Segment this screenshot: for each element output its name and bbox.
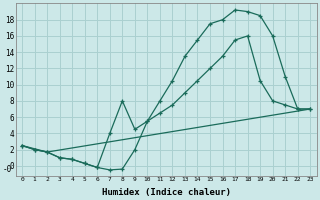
Text: -0: -0 [3, 165, 12, 174]
X-axis label: Humidex (Indice chaleur): Humidex (Indice chaleur) [102, 188, 231, 197]
